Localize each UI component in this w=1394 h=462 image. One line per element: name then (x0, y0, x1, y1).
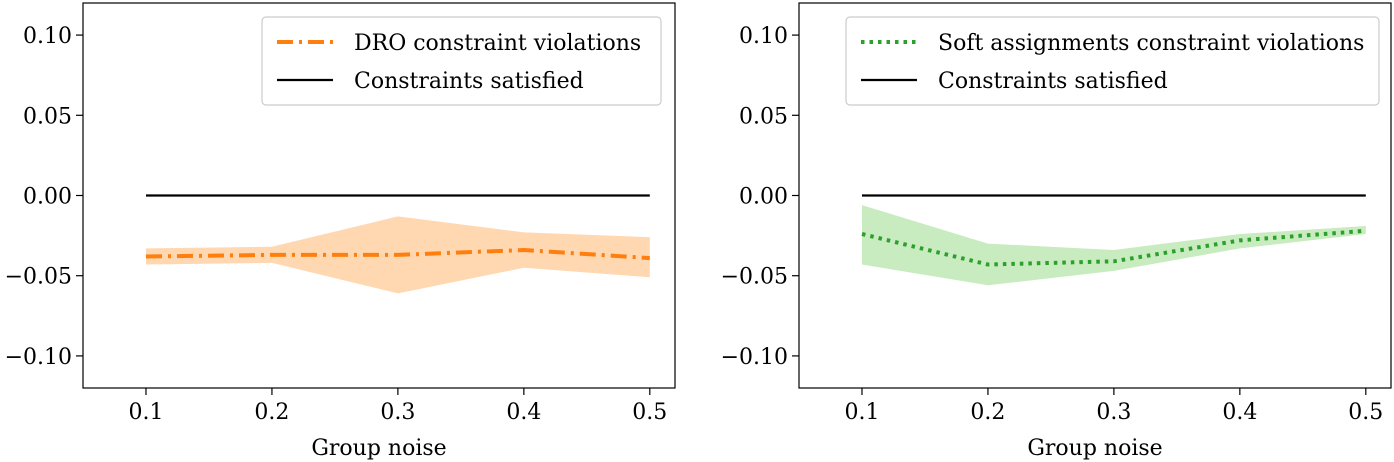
y-tick-label: 0.05 (739, 104, 788, 129)
x-tick-label: 0.1 (844, 400, 879, 425)
x-tick-label: 0.5 (1348, 400, 1383, 425)
x-tick-label: 0.2 (254, 400, 289, 425)
x-tick-label: 0.4 (1222, 400, 1257, 425)
legend-label-0: Soft assignments constraint violations (938, 31, 1364, 56)
legend-label-1: Constraints satisfied (938, 69, 1168, 94)
y-tick-label: −0.10 (721, 345, 788, 370)
x-tick-label: 0.3 (1096, 400, 1131, 425)
series-line-0 (145, 247, 650, 261)
x-tick-label: 0.5 (632, 400, 667, 425)
legend-label-1: Constraints satisfied (354, 69, 584, 94)
chart-right: 0.1 0.2 0.3 0.4 0.5 0.10 0.05 0.00 −0.05 −0.10 Gro… (721, 2, 1392, 461)
confidence-band-series-0 (862, 205, 1366, 286)
chart-left: 0.1 0.2 0.3 0.4 0.5 0.10 0.05 0.00 −0.05 −0.10 Gro… (5, 2, 676, 461)
y-tick-label: −0.05 (5, 265, 72, 290)
y-tick-label: 0.00 (739, 185, 788, 210)
y-tick-label: 0.10 (739, 24, 788, 49)
y-tick-label: 0.10 (23, 24, 72, 49)
x-tick-label: 0.1 (128, 400, 163, 425)
legend-box (261, 16, 662, 106)
x-tick-label: 0.4 (506, 400, 541, 425)
y-tick-label: 0.05 (23, 104, 72, 129)
y-tick-label: −0.05 (721, 265, 788, 290)
x-tick-label: 0.2 (970, 400, 1005, 425)
x-axis-label: Group noise (1027, 436, 1162, 461)
y-tick-label: −0.10 (5, 345, 72, 370)
x-axis-label: Group noise (311, 436, 446, 461)
y-tick-label: 0.00 (23, 185, 72, 210)
legend-label-0: DRO constraint violations (354, 31, 641, 56)
series-line-0 (861, 228, 1366, 267)
legend-box (845, 16, 1380, 106)
x-tick-label: 0.3 (380, 400, 415, 425)
